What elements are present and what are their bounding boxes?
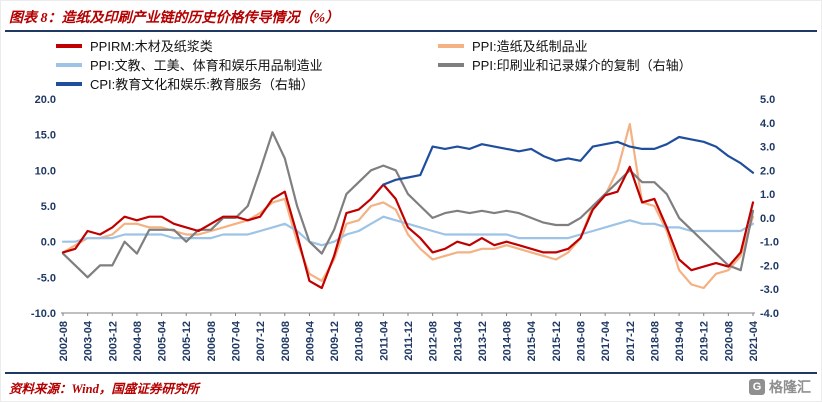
footer-divider: [5, 372, 817, 374]
x-axis-tick-label: 2007-12: [255, 321, 267, 361]
source-note: 资料来源：Wind，国盛证券研究所: [9, 382, 199, 396]
left-axis-tick-label: 0.0: [41, 237, 56, 249]
x-axis-tick-label: 2014-08: [502, 321, 514, 361]
left-axis-tick-label: -10.0: [31, 308, 56, 320]
x-axis-tick-label: 2010-08: [354, 321, 366, 361]
header-divider: [5, 30, 817, 32]
right-axis-tick-label: -1.0: [760, 237, 779, 249]
x-axis-tick-label: 2021-04: [748, 320, 760, 361]
right-axis-tick-label: -3.0: [760, 284, 779, 296]
right-axis-tick-label: -4.0: [760, 308, 779, 320]
x-axis-tick-label: 2016-08: [576, 321, 588, 361]
x-axis-tick-label: 2007-04: [231, 320, 243, 361]
chart-title: 图表 8：造纸及印刷产业链的历史价格传导情况（%）: [9, 11, 340, 26]
x-axis-tick-label: 2011-12: [403, 321, 415, 361]
series-line-ppi-paper-products: [61, 122, 755, 290]
legend-swatch-ppi-printing-media: [438, 62, 464, 67]
x-axis-tick-label: 2015-12: [551, 321, 563, 361]
legend-column-left: PPIRM:木材及纸浆类 PPI:文教、工美、体育和娱乐用品制造业 CPI:教育…: [56, 36, 438, 93]
legend-swatch-ppi-culture-goods: [56, 62, 82, 67]
legend-swatch-ppirm-wood-pulp: [56, 43, 82, 48]
right-axis-tick-label: 5.0: [760, 94, 775, 106]
x-axis-tick-label: 2005-04: [157, 320, 169, 361]
left-axis-tick-label: -5.0: [37, 272, 56, 284]
x-axis-tick-label: 2003-04: [83, 320, 95, 361]
legend-label-ppi-paper-products: PPI:造纸及纸制品业: [472, 39, 588, 54]
right-axis-tick-label: 4.0: [760, 118, 775, 130]
x-axis-tick-label: 2003-12: [107, 321, 119, 361]
left-axis-tick-label: 15.0: [35, 130, 56, 142]
legend-label-ppi-printing-media: PPI:印刷业和记录媒介的复制（右轴）: [472, 58, 692, 73]
x-axis-tick-label: 2019-04: [674, 320, 686, 361]
series-line-ppi-culture-goods: [61, 215, 755, 247]
gelonghui-logo-text: 格隆汇: [769, 379, 811, 395]
legend-swatch-ppi-paper-products: [438, 43, 464, 48]
left-axis-tick-label: 5.0: [41, 201, 56, 213]
right-axis-tick-label: 2.0: [760, 165, 775, 177]
x-axis-tick-label: 2017-12: [625, 321, 637, 361]
x-axis-tick-label: 2011-04: [378, 320, 390, 361]
x-axis-tick-label: 2015-04: [526, 320, 538, 361]
x-axis-tick-label: 2009-04: [304, 320, 316, 361]
x-axis-tick-label: 2012-08: [428, 321, 440, 361]
legend-item-ppi-paper-products: PPI:造纸及纸制品业: [438, 36, 692, 55]
legend-item-ppi-printing-media: PPI:印刷业和记录媒介的复制（右轴）: [438, 55, 692, 74]
legend-column-right: PPI:造纸及纸制品业 PPI:印刷业和记录媒介的复制（右轴）: [438, 36, 692, 93]
legend-label-ppi-culture-goods: PPI:文教、工美、体育和娱乐用品制造业: [90, 58, 323, 73]
x-axis-tick-label: 2006-08: [206, 321, 218, 361]
line-chart: 20.0 15.0 10.0 5.0 0.0 -5.0 -10.0 5.0 4.0 3.0 2.0 1…: [31, 94, 779, 361]
series-line-ppirm-wood-pulp: [61, 165, 755, 290]
x-axis-tick-label: 2019-12: [699, 321, 711, 361]
right-axis-tick-label: -2.0: [760, 260, 779, 272]
legend-label-ppirm-wood-pulp: PPIRM:木材及纸浆类: [90, 39, 213, 54]
right-axis-tick-label: 3.0: [760, 142, 775, 154]
legend-item-ppirm-wood-pulp: PPIRM:木材及纸浆类: [56, 36, 438, 55]
x-axis-tick-label: 2005-12: [181, 321, 193, 361]
x-axis-tick-label: 2020-08: [723, 321, 735, 361]
series-line-ppi-printing-media: [61, 131, 755, 279]
chart-legend: PPIRM:木材及纸浆类 PPI:文教、工美、体育和娱乐用品制造业 CPI:教育…: [56, 36, 692, 93]
gelonghui-logo-icon: G: [749, 379, 765, 395]
x-axis-tick-label: 2018-08: [649, 321, 661, 361]
legend-swatch-cpi-education-service: [56, 81, 82, 86]
x-axis-tick-label: 2004-08: [132, 321, 144, 361]
x-axis-tick-label: 2009-12: [329, 321, 341, 361]
right-axis-tick-label: 1.0: [760, 189, 775, 201]
right-axis-tick-label: 0.0: [760, 213, 775, 225]
left-axis-tick-label: 10.0: [35, 165, 56, 177]
x-axis-tick-label: 2008-08: [280, 321, 292, 361]
left-axis-tick-label: 20.0: [35, 94, 56, 106]
legend-item-cpi-education-service: CPI:教育文化和娱乐:教育服务（右轴）: [56, 74, 438, 93]
series-line-cpi-education-service: [382, 135, 755, 186]
legend-item-ppi-culture-goods: PPI:文教、工美、体育和娱乐用品制造业: [56, 55, 438, 74]
legend-label-cpi-education-service: CPI:教育文化和娱乐:教育服务（右轴）: [90, 77, 314, 92]
x-axis-tick-label: 2013-04: [452, 320, 464, 361]
x-axis-tick-label: 2017-04: [600, 320, 612, 361]
x-axis-tick-label: 2013-12: [477, 321, 489, 361]
watermark-logo: G 格隆汇: [749, 377, 811, 397]
x-axis-tick-label: 2002-08: [58, 321, 70, 361]
